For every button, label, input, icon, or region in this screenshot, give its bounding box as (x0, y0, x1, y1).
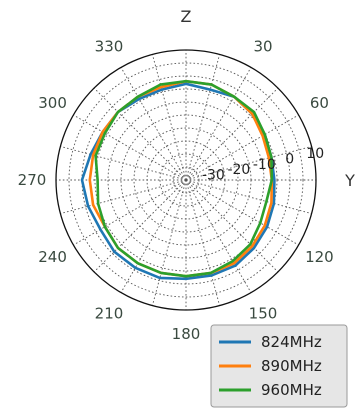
angle-tick-label: 300 (38, 94, 67, 112)
grid-ring (107, 101, 265, 259)
angle-tick-label: 60 (310, 94, 329, 112)
angle-tick-label: 30 (253, 38, 272, 56)
grid-spoke (185, 87, 279, 181)
grid-spoke (185, 179, 312, 215)
grid-layer (55, 49, 317, 311)
radial-tick-label: 0 (285, 151, 294, 167)
angle-tick-label: 120 (305, 248, 334, 266)
grid-spoke (185, 179, 221, 306)
grid-spoke (151, 179, 187, 306)
legend-items: 824MHz 890MHz 960MHz (219, 333, 322, 399)
grid-spoke (185, 54, 221, 181)
grid-spoke (120, 179, 187, 293)
grid-spoke (185, 179, 299, 246)
top-axis-label: Z (181, 7, 192, 26)
legend-label: 890MHz (261, 357, 322, 375)
grid-spoke (73, 114, 187, 181)
grid-spoke (60, 145, 187, 181)
grid-ring (94, 88, 278, 272)
legend: 824MHz 890MHz 960MHz (210, 324, 348, 408)
legend-label: 824MHz (261, 333, 322, 351)
grid-spoke (120, 67, 187, 181)
radial-tick-label: 10 (306, 146, 324, 162)
grid-spoke (60, 179, 187, 215)
grid-spoke (185, 67, 252, 181)
radial-tick-labels: 10 0 -10-20-30 (202, 146, 324, 184)
angle-tick-label: 180 (172, 325, 201, 343)
angle-tick-label: 240 (38, 248, 67, 266)
series-line-960MHz (94, 79, 274, 278)
grid-ring (68, 62, 304, 298)
radial-tick-label: -20 (227, 162, 250, 178)
series-layer (80, 79, 276, 281)
grid-spoke (185, 145, 312, 181)
angle-tick-label: 210 (95, 304, 124, 322)
angle-tick-label: 150 (249, 304, 278, 322)
legend-box (210, 324, 348, 408)
angle-tick-label: 270 (18, 171, 47, 189)
grid-spoke (185, 114, 299, 181)
radial-tick-label: -30 (202, 168, 225, 184)
grid-spoke (93, 87, 187, 181)
side-axis-label: Y (344, 171, 355, 190)
grid-ring (159, 153, 213, 207)
grid-spoke (151, 54, 187, 181)
legend-label: 960MHz (261, 381, 322, 399)
grid-ring (133, 127, 239, 233)
angle-tick-label: 330 (95, 38, 124, 56)
polar-frame (55, 49, 317, 311)
radial-tick-label: -10 (253, 157, 276, 173)
grid-spoke (93, 179, 187, 273)
grid-spoke (185, 179, 252, 293)
grid-spoke (73, 179, 187, 246)
grid-spoke (185, 179, 279, 273)
angle-tick-labels: 30 60 120 150 180 210 240 270 300 330 (18, 38, 334, 343)
